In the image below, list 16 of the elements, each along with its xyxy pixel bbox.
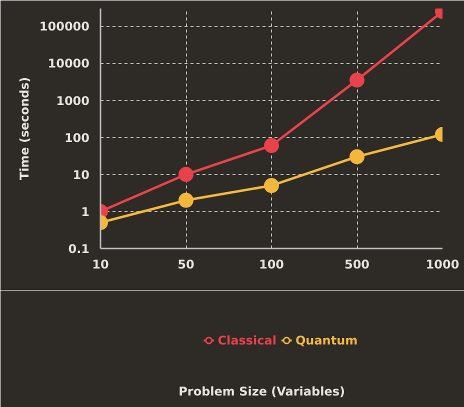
- x-tick-label: 1000: [426, 258, 460, 272]
- x-tick-label: 500: [344, 258, 370, 272]
- y-axis-title: Time (seconds): [17, 76, 32, 180]
- y-tick-label: 1: [81, 204, 90, 219]
- y-tick-label: 0.1: [68, 242, 90, 256]
- x-tick-label: 50: [178, 258, 194, 272]
- legend-label: Quantum: [295, 334, 358, 348]
- text: Problem Size (Variables): [178, 384, 345, 398]
- y-tick-label: 10000: [48, 56, 90, 71]
- y-tick-label: 100: [64, 130, 90, 145]
- y-tick-label: 100000: [39, 20, 90, 34]
- y-tick-label: 1000: [56, 94, 90, 108]
- x-tick-label: 100: [258, 258, 284, 272]
- x-tick-label: 10: [92, 258, 109, 272]
- legend-label: Classical: [218, 334, 276, 348]
- y-tick-label: 10: [72, 168, 90, 182]
